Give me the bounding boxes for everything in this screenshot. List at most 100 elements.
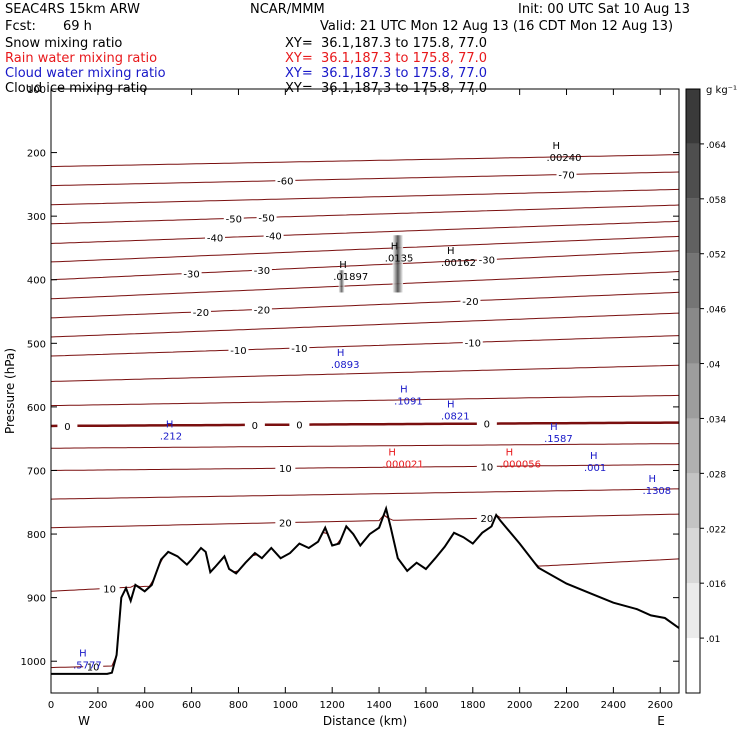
forecast-hour: 69 h [63, 19, 92, 34]
x-tick-label: 600 [182, 700, 201, 711]
isotherm-label-mask [556, 168, 577, 181]
isotherm-line [50, 513, 680, 529]
y-tick-label: 1000 [21, 657, 46, 668]
terrain-line [51, 505, 680, 675]
isotherm-label-mask [275, 174, 296, 187]
isotherm-label: -30 [183, 269, 199, 280]
forecast-label: Fcst: [5, 19, 36, 34]
isotherm-label: 0 [252, 421, 258, 432]
isotherm-label-mask [244, 418, 265, 431]
maximum-marker: H [400, 384, 408, 395]
y-tick-label: 100 [27, 85, 46, 96]
isotherm-line [50, 394, 680, 407]
x-tick-label: 1600 [413, 700, 438, 711]
colorbar-tick-label: .022 [706, 525, 726, 535]
maximum-marker: H [166, 419, 174, 430]
y-tick-label: 200 [27, 149, 46, 160]
field-rain-name: Rain water mixing ratio [5, 51, 158, 66]
isotherm-line [50, 188, 680, 206]
isotherm-label-mask [228, 343, 249, 356]
isotherm-line [50, 154, 680, 168]
maximum-value: .01897 [333, 272, 368, 283]
isotherm-line [51, 443, 680, 449]
isotherm-label-mask [289, 341, 310, 354]
maximum-marker: H [388, 447, 396, 458]
colorbar-cell [686, 308, 700, 364]
colorbar-cell [686, 143, 700, 199]
maximum-value: .212 [160, 431, 182, 442]
isotherm-label: 20 [279, 519, 292, 530]
y-tick-label: 300 [27, 212, 46, 223]
maximum-value: .1308 [643, 486, 672, 497]
maximum-value: .1587 [544, 434, 573, 445]
isotherm-label: 10 [87, 662, 100, 673]
maximum-marker: H [337, 348, 345, 359]
y-tick-label: 800 [27, 530, 46, 541]
ice-shading-cell [338, 270, 345, 293]
isotherm-label: -10 [291, 344, 307, 355]
maximum-value: .1091 [394, 396, 423, 407]
maximum-value: .00162 [441, 258, 476, 269]
plot-frame [50, 88, 680, 694]
isotherm-label: 10 [103, 584, 116, 595]
isotherm-label-mask [476, 417, 497, 430]
maximum-marker: H [649, 474, 657, 485]
x-axis-west-label: W [78, 714, 90, 728]
isotherm-line [50, 204, 680, 225]
x-tick-label: 2200 [554, 700, 579, 711]
valid-time: Valid: 21 UTC Mon 12 Aug 13 (16 CDT Mon … [320, 19, 674, 34]
isotherm-label: -30 [254, 266, 270, 277]
maximum-marker: H [552, 141, 560, 152]
colorbar-cell [686, 89, 700, 144]
center-label: NCAR/MMM [250, 2, 325, 17]
colorbar-cell [686, 253, 700, 309]
isotherm-label: -20 [254, 305, 270, 316]
isotherm-line [50, 235, 680, 263]
isotherm-line [50, 271, 680, 300]
isotherm-line [50, 171, 680, 187]
isotherm-label: -60 [277, 177, 293, 188]
x-axis-east-label: E [657, 714, 665, 728]
isotherm-label: -10 [465, 338, 481, 349]
isotherm-label: -30 [479, 256, 495, 267]
colorbar: .01 .016 .022 .028 .034 .04 .046 .052 .058 .064 [685, 88, 726, 694]
colorbar-cell [686, 363, 700, 419]
isotherm-label-mask [57, 419, 78, 432]
ice-shading [338, 235, 404, 293]
maximum-value: .00240 [546, 153, 581, 164]
isotherm-label-mask [256, 211, 277, 224]
colorbar-cell [686, 473, 700, 529]
isotherm-label: -20 [462, 297, 478, 308]
isotherm-label-mask [190, 305, 211, 318]
field-snow-xy: XY= 36.1,187.3 to 175.8, 77.0 [285, 36, 488, 51]
isotherm-label-mask [263, 229, 284, 242]
isotherm-label-mask [181, 267, 202, 280]
x-tick-label: 1000 [273, 700, 298, 711]
y-tick-label: 600 [27, 403, 46, 414]
field-cloudwater-name: Cloud water mixing ratio [5, 66, 166, 81]
isotherm-label: 0 [484, 420, 490, 431]
isotherm-line [50, 291, 680, 319]
isotherm-label: 20 [480, 514, 493, 525]
isotherm-label: 10 [480, 462, 493, 473]
isotherm-line [50, 464, 680, 471]
x-tick-label: 400 [135, 700, 154, 711]
x-tick-label: 2000 [507, 700, 532, 711]
temperature-contours: 10 10 20 20 10 10 0 0 0 0 -10 -10 -10 -20 -20 -20 -30 -30… [50, 154, 680, 673]
isotherm-label: -50 [258, 213, 274, 224]
colorbar-cell [686, 418, 700, 474]
isotherm-label-mask [83, 660, 104, 673]
isotherm-line [50, 421, 679, 428]
colorbar-tick-label: .034 [706, 415, 726, 425]
isotherm-label-mask [205, 231, 226, 244]
isotherm-label-mask [251, 264, 272, 277]
isotherm-label: 10 [279, 464, 292, 475]
colorbar-tick-label: .028 [706, 470, 726, 480]
maximum-marker: H [79, 648, 87, 659]
colorbar-tick-label: .052 [706, 251, 726, 261]
x-tick-label: 2400 [601, 700, 626, 711]
field-rain-xy: XY= 36.1,187.3 to 175.8, 77.0 [285, 51, 488, 66]
colorbar-cell [686, 528, 700, 584]
isotherm-label-mask [275, 462, 296, 475]
y-tick-label: 400 [27, 276, 46, 287]
